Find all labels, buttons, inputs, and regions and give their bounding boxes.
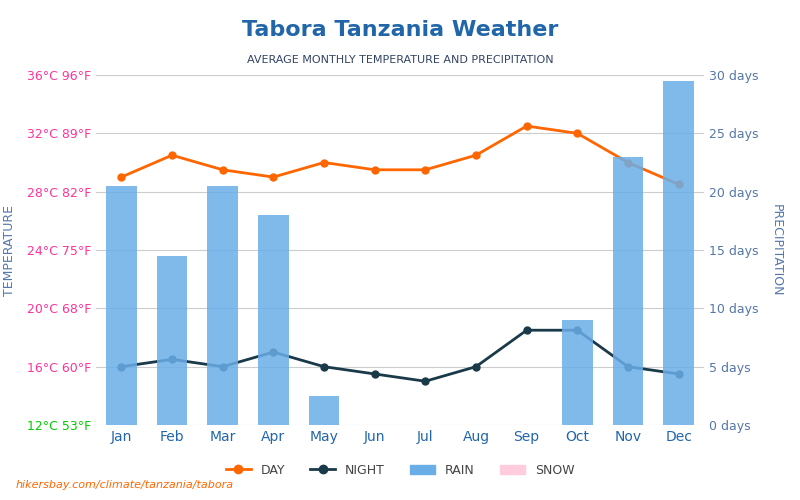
Bar (663, 81, 694, 425)
NIGHT (573, 327, 582, 333)
Y-axis label: PRECIPITATION: PRECIPITATION (770, 204, 782, 296)
Bar (309, 396, 339, 425)
DAY (319, 160, 329, 166)
Bar (562, 320, 593, 425)
NIGHT (218, 364, 227, 370)
Line: NIGHT: NIGHT (118, 326, 682, 384)
DAY (269, 174, 278, 180)
NIGHT (522, 327, 531, 333)
NIGHT (269, 349, 278, 355)
NIGHT (117, 364, 126, 370)
Bar (258, 215, 289, 425)
DAY (370, 167, 379, 173)
NIGHT (623, 364, 633, 370)
DAY (421, 167, 430, 173)
Text: hikersbay.com/climate/tanzania/tabora: hikersbay.com/climate/tanzania/tabora (16, 480, 234, 490)
DAY (117, 174, 126, 180)
Text: AVERAGE MONTHLY TEMPERATURE AND PRECIPITATION: AVERAGE MONTHLY TEMPERATURE AND PRECIPIT… (246, 55, 554, 65)
NIGHT (471, 364, 481, 370)
Bar (613, 156, 643, 425)
NIGHT (370, 371, 379, 377)
DAY (167, 152, 177, 158)
Y-axis label: TEMPERATURE: TEMPERATURE (2, 204, 16, 296)
DAY (522, 123, 531, 129)
NIGHT (167, 356, 177, 362)
DAY (623, 160, 633, 166)
Bar (157, 256, 187, 425)
DAY (218, 167, 227, 173)
NIGHT (674, 371, 683, 377)
Text: Tabora Tanzania Weather: Tabora Tanzania Weather (242, 20, 558, 40)
Legend: DAY, NIGHT, RAIN, SNOW: DAY, NIGHT, RAIN, SNOW (221, 459, 579, 482)
DAY (471, 152, 481, 158)
NIGHT (421, 378, 430, 384)
DAY (674, 182, 683, 188)
DAY (573, 130, 582, 136)
Bar (106, 186, 137, 425)
Line: DAY: DAY (118, 122, 682, 188)
Bar (207, 186, 238, 425)
NIGHT (319, 364, 329, 370)
